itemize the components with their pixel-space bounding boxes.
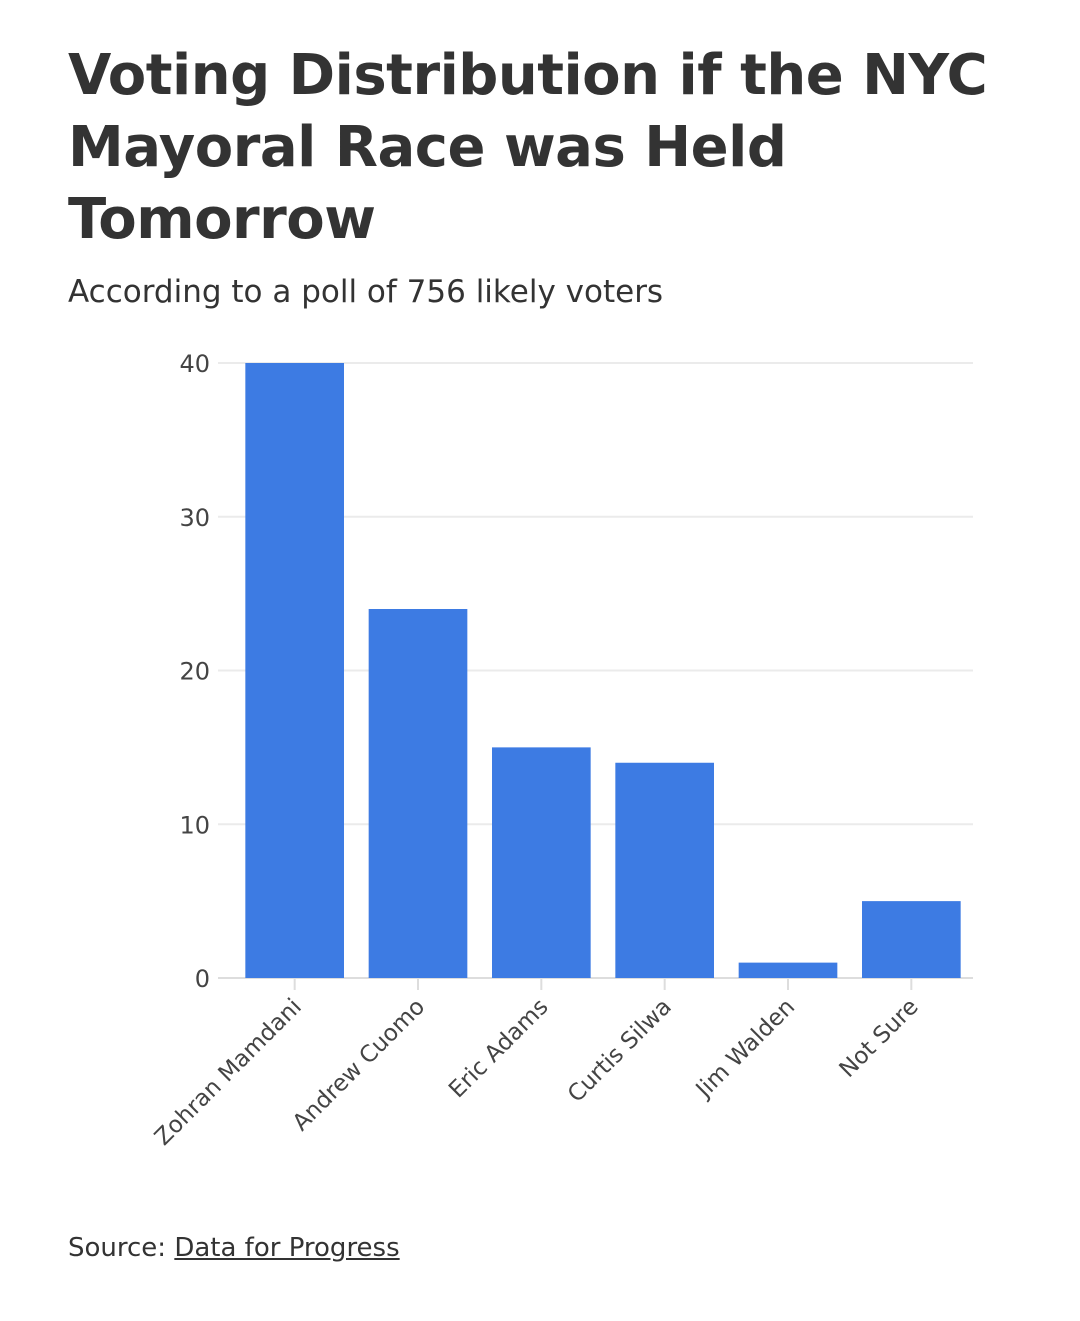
x-tick-label: Not Sure <box>835 994 924 1083</box>
chart-title: Voting Distribution if the NYC Mayoral R… <box>68 43 988 252</box>
y-tick-label: 10 <box>179 811 210 839</box>
y-axis: 0 10 20 30 40 <box>179 350 210 993</box>
source-note: Source: Data for Progress <box>68 1228 400 1268</box>
bar <box>615 762 714 978</box>
bar <box>738 962 838 978</box>
y-tick-label: 20 <box>179 658 210 686</box>
bar <box>368 609 468 978</box>
y-tick-label: 30 <box>179 504 210 532</box>
x-tick-label: Andrew Cuomo <box>288 994 430 1136</box>
bar <box>862 901 961 978</box>
chart-subtitle: According to a poll of 756 likely voters <box>68 274 664 310</box>
source-link[interactable]: Data for Progress <box>174 1233 400 1263</box>
x-tick-label: Eric Adams <box>444 994 553 1103</box>
y-tick-label: 0 <box>195 965 210 993</box>
bar <box>492 747 591 978</box>
bars <box>245 363 961 978</box>
x-tick-label: Jim Walden <box>690 994 800 1104</box>
x-tick-label: Zohran Mamdani <box>150 994 307 1151</box>
y-tick-label: 40 <box>179 350 210 378</box>
bar <box>245 363 344 978</box>
source-prefix: Source: <box>68 1233 175 1263</box>
x-tick-label: Curtis Silwa <box>563 994 677 1108</box>
